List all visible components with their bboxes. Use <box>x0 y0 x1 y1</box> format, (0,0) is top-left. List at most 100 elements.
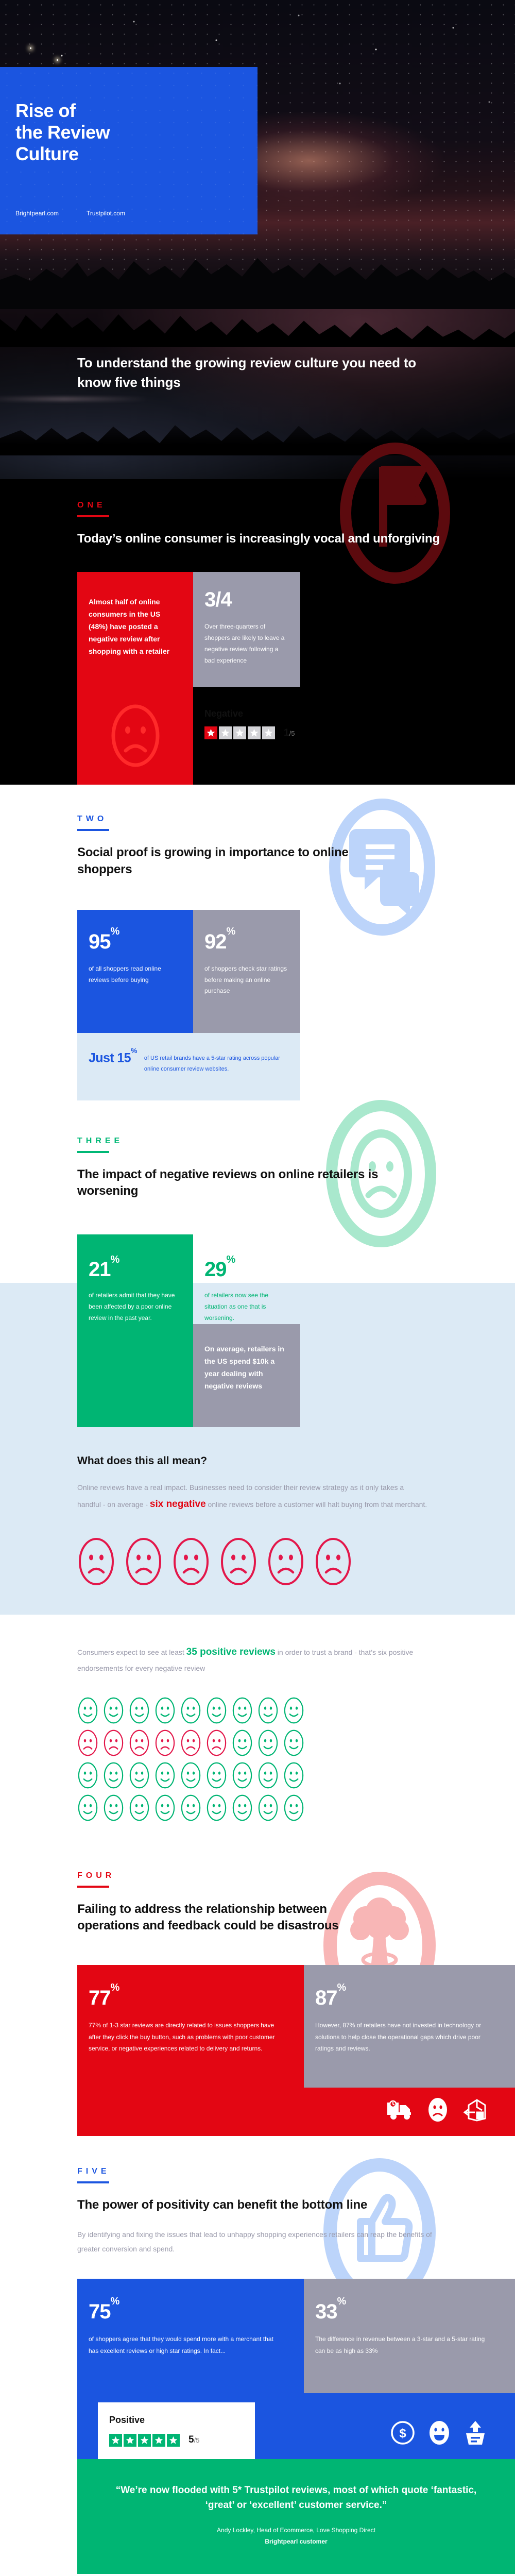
star-icon-empty <box>219 726 232 740</box>
intro-text: To understand the growing review culture… <box>77 355 416 390</box>
stat-text-77: 77% of 1-3 star reviews are directly rel… <box>89 2021 275 2053</box>
stat-card-21-percent: 21% of retailers admit that they have be… <box>77 1234 193 1324</box>
stat-card-just-15: Just 15% of US retail brands have a 5-st… <box>77 1033 300 1101</box>
positive-rating-card: Positive 5/5 <box>98 2402 255 2459</box>
happy-face-icon <box>232 1794 252 1821</box>
sad-face-icon <box>174 1538 209 1586</box>
hero-title-card: Rise of the Review Culture Brightpearl.c… <box>0 67 258 234</box>
happy-face-icon <box>181 1762 201 1788</box>
happy-face-icon <box>104 1794 124 1821</box>
link-trustpilot[interactable]: Trustpilot.com <box>87 210 125 217</box>
section-five-rule <box>77 2181 109 2184</box>
section-three-rule <box>77 1151 109 1154</box>
happy-face-icon <box>207 1794 227 1821</box>
section-one-heading: Today’s online consumer is increasingly … <box>77 532 440 546</box>
section-one-header: ONE Today’s online consumer is increasin… <box>0 479 515 547</box>
what-does-this-mean-block: What does this all mean? Online reviews … <box>0 1427 515 1615</box>
section-five-header: FIVE The power of positivity can benefit… <box>0 2167 515 2256</box>
link-brightpearl[interactable]: Brightpearl.com <box>15 210 59 217</box>
happy-face-icon <box>207 1697 227 1723</box>
stat-text-33: The difference in revenue between a 3-st… <box>315 2335 485 2354</box>
section-three-header: THREE The impact of negative reviews on … <box>0 1137 515 1199</box>
hero-title-line-2: the Review <box>15 121 110 143</box>
stat-card-75-percent: 75% of shoppers agree that they would sp… <box>77 2278 304 2393</box>
star-icon-filled <box>152 2433 165 2447</box>
section-one-kicker: ONE <box>77 501 106 510</box>
svg-text:$: $ <box>399 2427 406 2441</box>
green-card-tail <box>77 1324 193 1427</box>
stat-text-95: of all shoppers read online reviews befo… <box>89 964 161 984</box>
happy-face-icon <box>258 1730 278 1756</box>
stat-card-33-percent: 33% The difference in revenue between a … <box>304 2278 515 2393</box>
flag-watermark-icon <box>336 436 454 588</box>
happy-face-icon <box>207 1762 227 1788</box>
happy-face-icon <box>181 1697 201 1723</box>
treeline-top <box>0 312 515 347</box>
sad-face-green-watermark-icon <box>322 1096 440 1253</box>
stat-card-10k-spend: On average, retailers in the US spend $1… <box>193 1324 300 1427</box>
section-four-header: FOUR Failing to address the relationship… <box>0 1871 515 1934</box>
stat-card-three-quarters: 3/4 Over three-quarters of shoppers are … <box>193 572 300 687</box>
dollar-coin-icon: $ <box>391 2420 415 2445</box>
stat-text-10k-spend: On average, retailers in the US spend $1… <box>204 1344 284 1391</box>
section-five-cards: 75% of shoppers agree that they would sp… <box>77 2278 515 2393</box>
star-rating-positive: 5/5 <box>109 2433 244 2447</box>
happy-face-icon <box>129 1697 149 1723</box>
star-icon-empty <box>262 726 275 740</box>
section-five-subtext: By identifying and fixing the issues tha… <box>77 2230 432 2253</box>
hero-title-line-3: Culture <box>15 143 79 164</box>
star-rating-negative: 1/5 <box>204 726 295 740</box>
sad-face-red-panel <box>77 687 193 785</box>
happy-face-icon <box>104 1697 124 1723</box>
section-two-heading: Social proof is growing in importance to… <box>77 845 349 876</box>
delivery-truck-icon <box>387 2100 411 2120</box>
section-four-icon-band <box>77 2088 515 2137</box>
rating-score-positive: 5/5 <box>188 2434 200 2446</box>
stat-text-21: of retailers admit that they have been a… <box>89 1292 175 1322</box>
stat-value-95: 95% <box>89 926 119 953</box>
sad-face-icon <box>221 1538 256 1586</box>
stat-value-77: 77% <box>89 1982 119 2009</box>
happy-face-icon <box>78 1697 98 1723</box>
happy-face-icon <box>258 1762 278 1788</box>
hero-links: Brightpearl.com Trustpilot.com <box>15 210 125 217</box>
happy-face-icon <box>284 1697 304 1723</box>
happy-face-icon <box>78 1762 98 1788</box>
section-two-header: TWO Social proof is growing in importanc… <box>0 815 515 877</box>
section-three-band: On average, retailers in the US spend $1… <box>0 1282 515 1615</box>
quote-attribution: Andy Lockley, Head of Ecommerce, Love Sh… <box>217 2526 375 2534</box>
happy-face-icon <box>232 1697 252 1723</box>
rating-label-positive: Positive <box>109 2414 145 2425</box>
section-five: FIVE The power of positivity can benefit… <box>0 2136 515 2459</box>
stat-value-29: 29% <box>204 1253 235 1281</box>
happy-face-icon <box>155 1762 175 1788</box>
stat-text-29: of retailers now see the situation as on… <box>204 1292 269 1322</box>
happy-face-icon <box>129 1762 149 1788</box>
section-one-cards: Almost half of online consumers in the U… <box>77 572 515 687</box>
section-five-bottom: Positive 5/5 $ <box>77 2393 515 2459</box>
stat-value-75: 75% <box>89 2296 119 2323</box>
quote-text: “We’re now flooded with 5* Trustpilot re… <box>115 2484 477 2511</box>
sad-face-icon <box>104 1730 124 1756</box>
stat-value-33: 33% <box>315 2296 346 2323</box>
section-one-rule <box>77 515 109 517</box>
face-grid <box>77 1676 515 1853</box>
stat-card-48-percent: Almost half of online consumers in the U… <box>77 572 193 687</box>
page-footer: Brightpearl Trustpilot ©Brightpearl Copy… <box>0 2573 515 2576</box>
star-icon-filled <box>167 2433 180 2447</box>
stat-value-87: 87% <box>315 1982 346 2009</box>
happy-face-icon <box>284 1730 304 1756</box>
mean-heading: What does this all mean? <box>77 1454 208 1467</box>
happy-face-icon <box>284 1794 304 1821</box>
stat-text-75: of shoppers agree that they would spend … <box>89 2335 273 2354</box>
happy-face-icon <box>232 1762 252 1788</box>
stat-value-92: 92% <box>204 926 235 953</box>
stat-card-77-percent: 77% 77% of 1-3 star reviews are directly… <box>77 1964 304 2088</box>
section-one-rating-row: Negative <box>77 687 515 785</box>
sad-face-row <box>77 1514 515 1615</box>
stat-value-21: 21% <box>89 1253 119 1281</box>
happy-face-icon <box>232 1730 252 1756</box>
section-four: FOUR Failing to address the relationship… <box>0 1852 515 2137</box>
happy-face-icon <box>129 1794 149 1821</box>
sad-face-icon <box>316 1538 351 1586</box>
